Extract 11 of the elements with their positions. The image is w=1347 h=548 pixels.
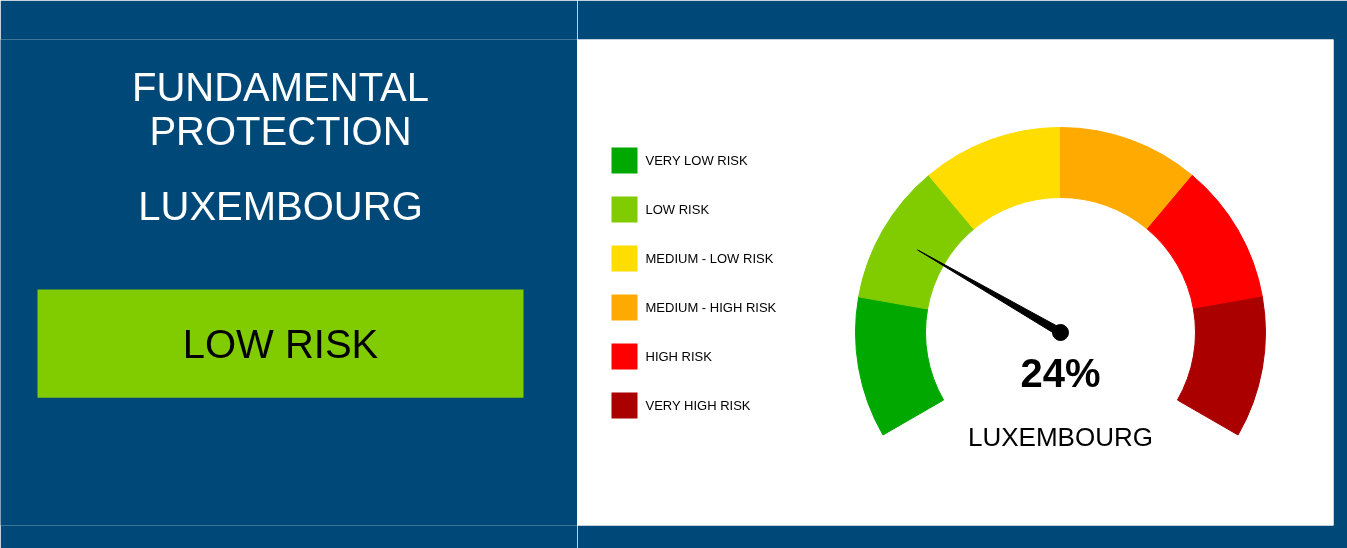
legend-label: MEDIUM - HIGH RISK — [645, 300, 777, 315]
text: LOW RISK — [182, 321, 379, 366]
legend-label: VERY HIGH RISK — [645, 398, 751, 413]
text: 24% — [1020, 350, 1101, 395]
legend-label: VERY LOW RISK — [645, 153, 748, 168]
legend-label: MEDIUM - LOW RISK — [645, 251, 774, 266]
legend-label: HIGH RISK — [645, 349, 713, 364]
legend-label: LOW RISK — [645, 202, 710, 217]
text: LUXEMBOURG — [138, 184, 423, 229]
text: LUXEMBOURG — [968, 421, 1153, 452]
text: FUNDAMENTAL PROTECTION — [131, 64, 430, 153]
